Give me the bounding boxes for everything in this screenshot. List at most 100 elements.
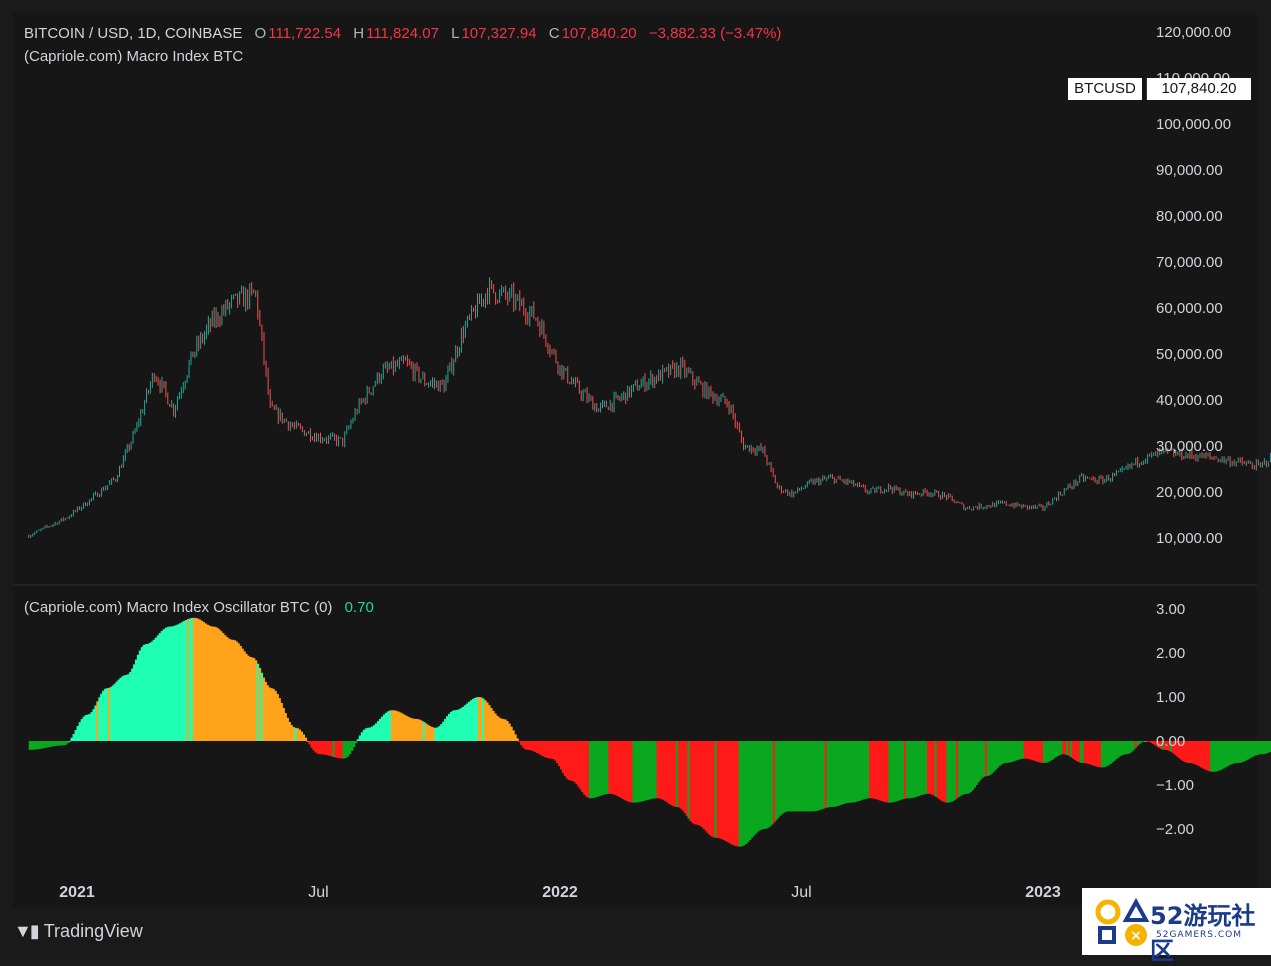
time-tick-label: Jul [791,884,811,901]
oscillator-tick-label: 3.00 [1156,601,1185,618]
oscillator-bar [618,741,621,798]
oscillator-bar [750,741,754,838]
oscillator-bar [886,741,890,803]
oscillator-bar [471,698,475,741]
oscillator-bar [1148,741,1151,742]
oscillator-bar [677,741,681,808]
oscillator-legend[interactable]: (Capriole.com) Macro Index Oscillator BT… [24,599,376,616]
oscillator-bar [971,741,975,791]
oscillator-bar [981,741,984,778]
oscillator-bar [1008,741,1011,763]
oscillator-bar [424,723,428,741]
oscillator-bar [845,741,849,804]
oscillator-bar [668,741,671,804]
oscillator-bar [774,741,778,821]
oscillator-bar [867,741,870,799]
oscillator-bar [834,741,837,807]
oscillator-bar [1070,741,1073,758]
oscillator-bar [1054,741,1058,758]
oscillator-bar [1046,741,1050,763]
tradingview-logo[interactable]: ▼▮ TradingView [14,921,143,942]
oscillator-bar [221,633,225,741]
oscillator-bar [1056,741,1060,757]
oscillator-bar [811,741,814,812]
oscillator-bar [1268,741,1271,752]
oscillator-bar [907,741,911,799]
oscillator-bar [336,741,340,758]
oscillator-bar [475,697,479,741]
oscillator-bar [202,622,206,741]
oscillator-bar [927,741,930,794]
oscillator-bar [670,741,673,806]
oscillator-bar [60,741,64,746]
oscillator-bar [772,741,776,823]
oscillator-bar [278,698,281,741]
oscillator-bar [1177,741,1181,759]
oscillator-bar [190,617,194,741]
oscillator-bar [793,741,796,812]
oscillator-bar [514,734,517,741]
oscillator-bar [896,741,899,802]
oscillator-bar [1023,741,1027,759]
oscillator-bar [405,715,408,741]
oscillator-bar [752,741,756,836]
oscillator-bar [1206,741,1209,771]
oscillator-bar [986,741,990,776]
oscillator-bar [360,732,364,741]
oscillator-bar [282,708,285,741]
oscillator-bar [438,726,441,741]
oscillator-bar [550,741,553,759]
oscillator-bar [184,620,188,741]
oscillator-bar [100,693,103,741]
oscillator-bar [142,644,146,741]
oscillator-bar [913,741,917,798]
oscillator-bar [115,681,119,741]
price-tick-label: 70,000.00 [1156,254,1223,271]
oscillator-bar [606,741,609,794]
oscillator-bar [449,711,453,741]
watermark-logo-icon: × [1095,897,1150,946]
oscillator-bar [758,741,762,831]
oscillator-bar [413,718,416,741]
oscillator-bar [648,741,652,800]
oscillator-bar [1183,741,1187,763]
oscillator-bar [884,741,888,803]
price-tick-label: 10,000.00 [1156,530,1223,547]
oscillator-bar [905,741,909,799]
oscillator-bar [716,741,720,838]
oscillator-bar [1230,741,1233,765]
oscillator-bar [453,710,457,741]
oscillator-bar [1077,741,1081,763]
oscillator-bar [284,713,287,741]
oscillator-bar [1244,741,1247,761]
oscillator-bar [604,741,607,795]
oscillator-bar [996,741,1000,768]
oscillator-bar [1073,741,1077,760]
watermark-text: 52游玩社区 [1150,902,1256,965]
symbol-legend[interactable]: BITCOIN / USD, 1D, COINBASE O 111,722.54 … [24,25,783,42]
oscillator-bar [496,715,499,741]
oscillator-bar [950,741,953,802]
indicator-legend[interactable]: (Capriole.com) Macro Index BTC [24,48,245,65]
oscillator-bar [459,708,463,741]
oscillator-bar [376,721,380,741]
oscillator-bar [109,686,113,741]
oscillator-bar [830,741,834,807]
symbol-price-tag: BTCUSD [1068,78,1142,100]
oscillator-bar [396,711,400,741]
oscillator-bar [1262,741,1265,755]
oscillator-bar [1238,741,1241,763]
oscillator-bar [245,653,248,741]
oscillator-tick-label: 0.00 [1156,733,1185,750]
oscillator-bar [548,741,551,759]
price-tick-label: 40,000.00 [1156,392,1223,409]
oscillator-bar [942,741,946,802]
oscillator-bar [444,719,447,741]
oscillator-bar [407,716,410,741]
oscillator-bar [409,717,412,741]
oscillator-bar [64,741,68,745]
oscillator-bar [210,626,213,741]
oscillator-bar [624,741,628,801]
oscillator-bar [1236,741,1239,763]
oscillator-bar [358,735,362,741]
